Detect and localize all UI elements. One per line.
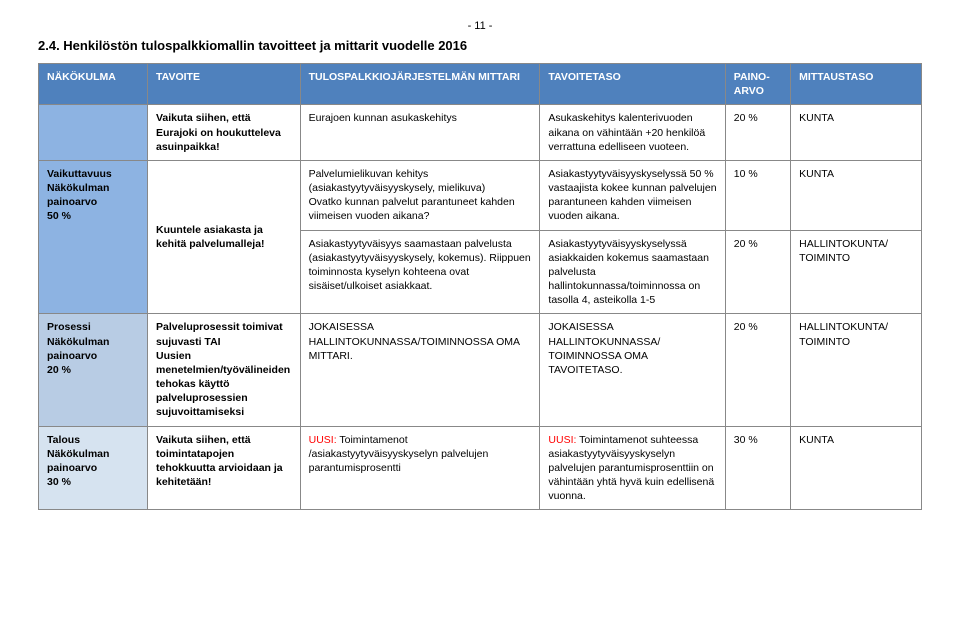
mittari-cell: Eurajoen kunnan asukaskehitys (300, 105, 540, 161)
tavoitetaso-cell: Asukaskehitys kalenterivuoden aikana on … (540, 105, 725, 161)
mittari-cell: Asiakastyytyväisyys saamastaan palvelust… (300, 230, 540, 314)
row-label-prosessi: ProsessiNäkökulman painoarvo20 % (39, 314, 148, 426)
mittaustaso-cell: KUNTA (791, 426, 922, 510)
col-tavoite: TAVOITE (148, 64, 301, 105)
row-label-talous: TalousNäkökulman painoarvo30 % (39, 426, 148, 510)
table-row: Vaikuta siihen, että Eurajoki on houkutt… (39, 105, 922, 161)
painoarvo-cell: 30 % (725, 426, 790, 510)
goals-table: NÄKÖKULMA TAVOITE TULOSPALKKIOJÄRJESTELM… (38, 63, 922, 510)
page-number: - 11 - (38, 20, 922, 32)
tavoite-cell: Vaikuta siihen, että toimintatapojen teh… (148, 426, 301, 510)
painoarvo-cell: 20 % (725, 105, 790, 161)
tavoitetaso-cell: Asiakastyytyväisyyskyselyssä 50 % vastaa… (540, 160, 725, 230)
mittaustaso-cell: HALLINTOKUNTA/ TOIMINTO (791, 230, 922, 314)
col-mittaustaso: MITTAUSTASO (791, 64, 922, 105)
mittaustaso-cell: KUNTA (791, 105, 922, 161)
mittari-cell: JOKAISESSA HALLINTOKUNNASSA/TOIMINNOSSA … (300, 314, 540, 426)
painoarvo-cell: 20 % (725, 230, 790, 314)
tavoitetaso-cell: Asiakastyytyväisyyskyselyssä asiakkaiden… (540, 230, 725, 314)
col-mittari: TULOSPALKKIOJÄRJESTELMÄN MITTARI (300, 64, 540, 105)
table-row: VaikuttavuusNäkökulman painoarvo50 % Kuu… (39, 160, 922, 230)
mittari-cell: UUSI: Toimintamenot /asiakastyytyväisyys… (300, 426, 540, 510)
table-row: ProsessiNäkökulman painoarvo20 % Palvelu… (39, 314, 922, 426)
mittaustaso-cell: HALLINTOKUNTA/ TOIMINTO (791, 314, 922, 426)
tavoitetaso-cell: JOKAISESSA HALLINTOKUNNASSA/ TOIMINNOSSA… (540, 314, 725, 426)
tavoitetaso-cell: UUSI: Toimintamenot suhteessa asiakastyy… (540, 426, 725, 510)
col-painoarvo: PAINO-ARVO (725, 64, 790, 105)
table-header-row: NÄKÖKULMA TAVOITE TULOSPALKKIOJÄRJESTELM… (39, 64, 922, 105)
painoarvo-cell: 10 % (725, 160, 790, 230)
row-label-vaikuttavuus: VaikuttavuusNäkökulman painoarvo50 % (39, 160, 148, 314)
mittaustaso-cell: KUNTA (791, 160, 922, 230)
tavoite-cell: Vaikuta siihen, että Eurajoki on houkutt… (148, 105, 301, 161)
mittari-cell: Palvelumielikuvan kehitys (asiakastyytyv… (300, 160, 540, 230)
painoarvo-cell: 20 % (725, 314, 790, 426)
col-tavoitetaso: TAVOITETASO (540, 64, 725, 105)
table-row: TalousNäkökulman painoarvo30 % Vaikuta s… (39, 426, 922, 510)
col-nakokulma: NÄKÖKULMA (39, 64, 148, 105)
tavoite-cell: Palveluprosessit toimivat sujuvasti TAIU… (148, 314, 301, 426)
page-title: 2.4. Henkilöstön tulospalkkiomallin tavo… (38, 38, 922, 53)
tavoite-cell: Kuuntele asiakasta ja kehitä palvelumall… (148, 160, 301, 314)
row-label (39, 105, 148, 161)
